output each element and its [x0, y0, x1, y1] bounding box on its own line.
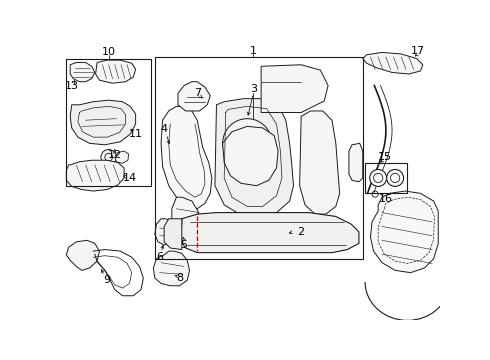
Polygon shape — [261, 65, 328, 112]
Text: 17: 17 — [411, 46, 425, 56]
Polygon shape — [178, 82, 210, 111]
Polygon shape — [222, 126, 278, 186]
Polygon shape — [115, 151, 129, 163]
Text: 6: 6 — [156, 252, 163, 262]
Polygon shape — [300, 111, 340, 214]
Polygon shape — [70, 100, 136, 145]
Polygon shape — [161, 106, 212, 209]
Text: 1: 1 — [250, 46, 257, 56]
Text: 11: 11 — [128, 129, 143, 139]
Text: 12: 12 — [108, 150, 122, 160]
Polygon shape — [66, 160, 124, 191]
Polygon shape — [155, 219, 176, 245]
Polygon shape — [349, 143, 363, 182]
Polygon shape — [363, 53, 423, 74]
Text: 4: 4 — [161, 125, 168, 134]
Bar — [66, 59, 151, 186]
Text: 15: 15 — [377, 152, 392, 162]
Polygon shape — [215, 99, 294, 216]
Circle shape — [101, 149, 117, 165]
Text: 3: 3 — [250, 84, 257, 94]
Text: 2: 2 — [297, 227, 305, 237]
Polygon shape — [66, 240, 99, 270]
Circle shape — [387, 170, 404, 186]
Bar — [155, 57, 363, 259]
Text: 10: 10 — [102, 48, 116, 58]
Text: 5: 5 — [181, 240, 188, 250]
Polygon shape — [153, 251, 190, 286]
Polygon shape — [164, 219, 182, 249]
Text: 7: 7 — [194, 88, 201, 98]
Circle shape — [369, 170, 387, 186]
Text: 14: 14 — [123, 173, 137, 183]
Polygon shape — [179, 213, 359, 253]
Text: 16: 16 — [379, 194, 393, 204]
Polygon shape — [172, 197, 199, 240]
Circle shape — [222, 119, 272, 168]
Polygon shape — [370, 191, 438, 273]
Polygon shape — [96, 60, 136, 83]
Polygon shape — [70, 62, 95, 82]
Bar — [365, 163, 408, 193]
Text: 8: 8 — [176, 273, 183, 283]
Text: 13: 13 — [65, 81, 79, 91]
Text: 9: 9 — [103, 275, 111, 285]
